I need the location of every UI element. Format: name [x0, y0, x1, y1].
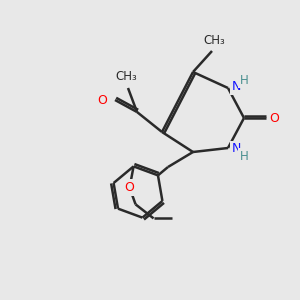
Text: N: N [232, 142, 242, 155]
Text: N: N [232, 80, 242, 94]
Text: CH₃: CH₃ [115, 70, 137, 83]
Text: CH₃: CH₃ [203, 34, 225, 47]
Text: O: O [97, 94, 107, 106]
Text: H: H [240, 149, 248, 163]
Text: O: O [269, 112, 279, 124]
Text: H: H [240, 74, 248, 86]
Text: O: O [124, 181, 134, 194]
